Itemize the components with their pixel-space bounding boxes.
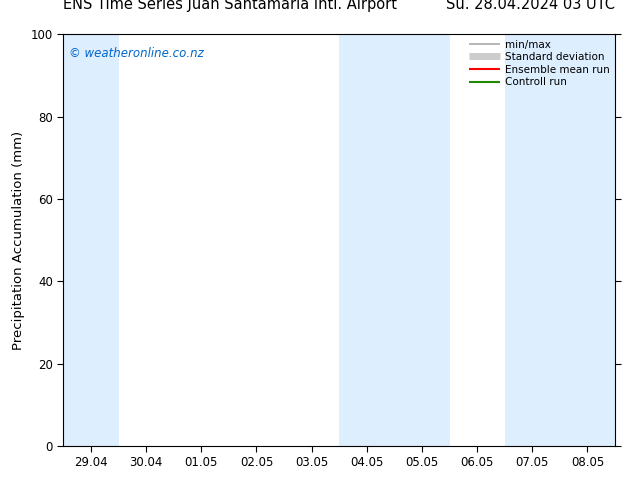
Y-axis label: Precipitation Accumulation (mm): Precipitation Accumulation (mm)	[12, 130, 25, 350]
Bar	[505, 34, 615, 446]
Text: Su. 28.04.2024 03 UTC: Su. 28.04.2024 03 UTC	[446, 0, 615, 12]
Legend: min/max, Standard deviation, Ensemble mean run, Controll run: min/max, Standard deviation, Ensemble me…	[467, 37, 612, 89]
Bar	[339, 34, 450, 446]
Text: © weatheronline.co.nz: © weatheronline.co.nz	[69, 47, 204, 60]
Text: ENS Time Series Juan Santamaría Intl. Airport: ENS Time Series Juan Santamaría Intl. Ai…	[63, 0, 398, 12]
Bar	[63, 34, 119, 446]
